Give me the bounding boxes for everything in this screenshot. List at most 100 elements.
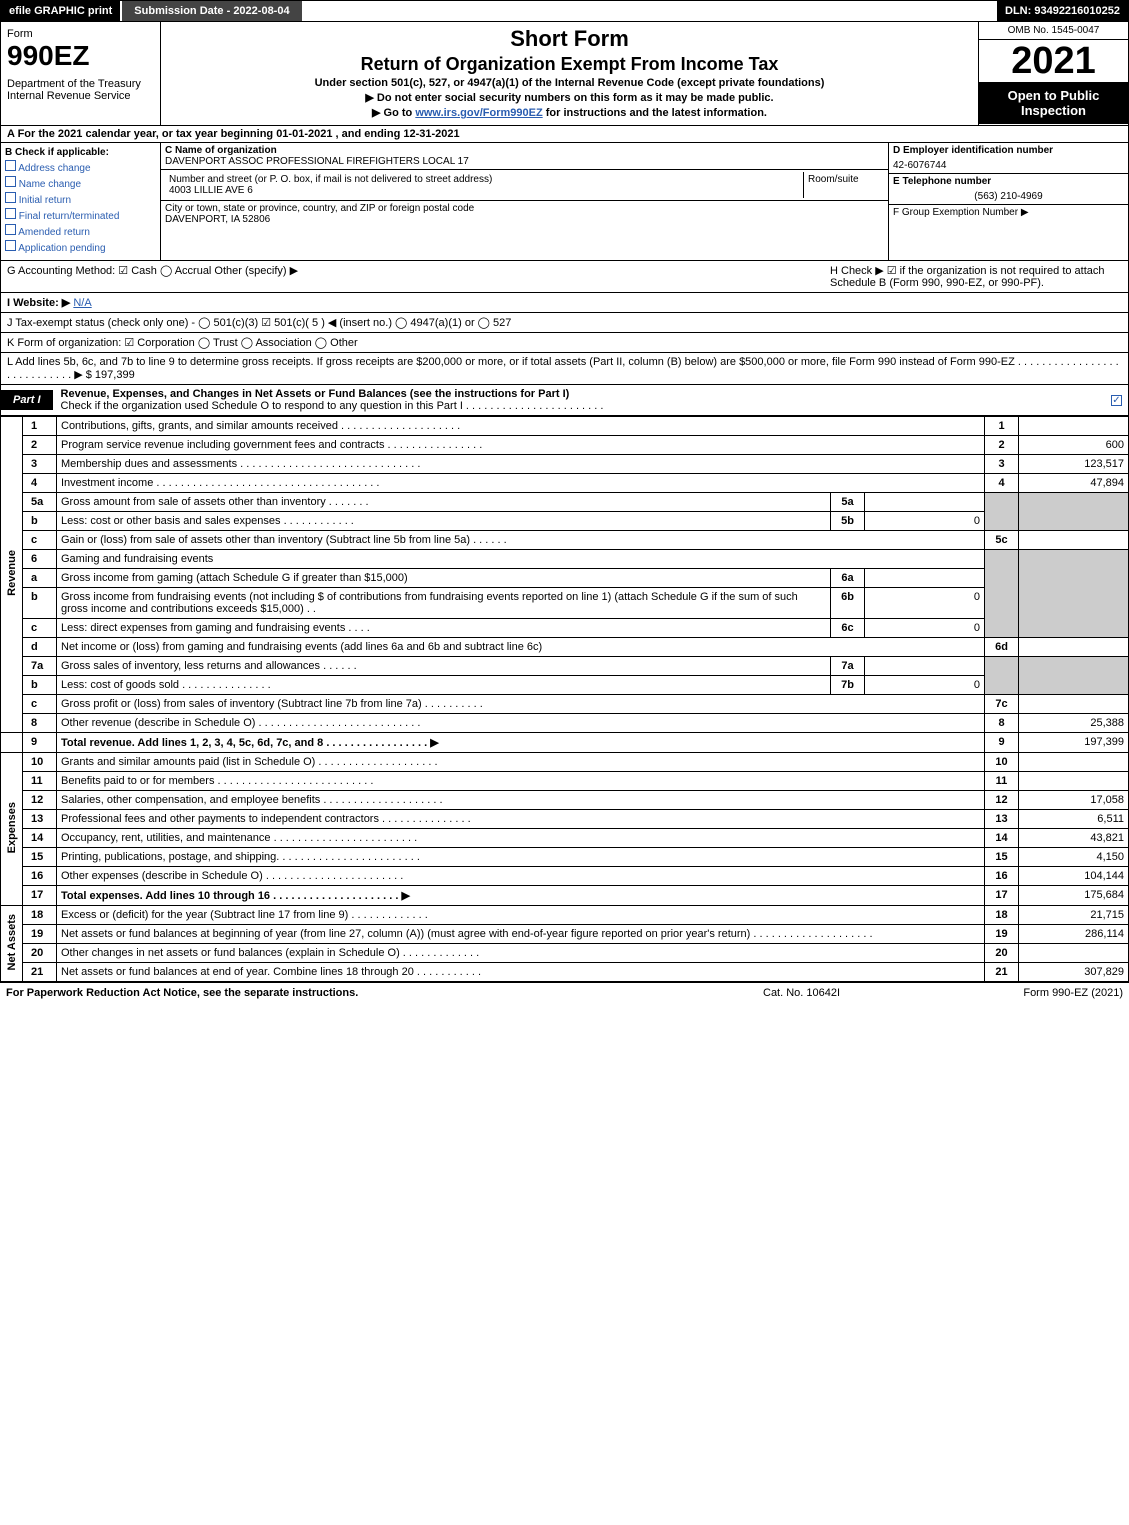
- row-i-website: I Website: ▶ N/A: [0, 293, 1129, 313]
- header-bar: efile GRAPHIC print Submission Date - 20…: [0, 0, 1129, 22]
- line-7a-value: [865, 657, 985, 676]
- line-2-label: Program service revenue including govern…: [57, 436, 985, 455]
- row-a-tax-year: A For the 2021 calendar year, or tax yea…: [0, 126, 1129, 143]
- part1-table: Revenue 1 Contributions, gifts, grants, …: [0, 416, 1129, 982]
- line-18-value: 21,715: [1019, 906, 1129, 925]
- schedule-o-checkbox[interactable]: ✓: [1105, 391, 1128, 409]
- col-b-checkboxes: B Check if applicable: Address change Na…: [1, 143, 161, 260]
- schedule-b-check: H Check ▶ ☑ if the organization is not r…: [822, 264, 1122, 289]
- ein-val: 42-6076744: [889, 158, 1128, 174]
- efile-print-label[interactable]: efile GRAPHIC print: [1, 1, 120, 21]
- chk-initial-return[interactable]: Initial return: [5, 192, 156, 206]
- city-hdr: City or town, state or province, country…: [165, 203, 884, 214]
- line-3-label: Membership dues and assessments . . . . …: [57, 455, 985, 474]
- line-4-value: 47,894: [1019, 474, 1129, 493]
- chk-name-change[interactable]: Name change: [5, 176, 156, 190]
- form-header: Form 990EZ Department of the Treasury In…: [0, 22, 1129, 126]
- line-6d-label: Net income or (loss) from gaming and fun…: [57, 638, 985, 657]
- line-14-label: Occupancy, rent, utilities, and maintena…: [57, 829, 985, 848]
- name-hdr: C Name of organization: [165, 145, 884, 156]
- line-7a-label: Gross sales of inventory, less returns a…: [57, 657, 831, 676]
- short-form-title: Short Form: [169, 26, 970, 52]
- line-6d-value: [1019, 638, 1129, 657]
- line-5c-label: Gain or (loss) from sale of assets other…: [57, 531, 985, 550]
- line-20-value: [1019, 944, 1129, 963]
- form-ref: Form 990-EZ (2021): [963, 987, 1123, 999]
- line-21-label: Net assets or fund balances at end of ye…: [57, 963, 985, 982]
- line-6b-value: 0: [865, 588, 985, 619]
- line-1-value: [1019, 417, 1129, 436]
- line-5a-label: Gross amount from sale of assets other t…: [57, 493, 831, 512]
- part1-title: Revenue, Expenses, and Changes in Net As…: [53, 385, 1105, 415]
- line-16-value: 104,144: [1019, 867, 1129, 886]
- part1-tab: Part I: [1, 390, 53, 410]
- paperwork-notice: For Paperwork Reduction Act Notice, see …: [6, 987, 763, 999]
- line-13-value: 6,511: [1019, 810, 1129, 829]
- line-3-value: 123,517: [1019, 455, 1129, 474]
- line-8-value: 25,388: [1019, 714, 1129, 733]
- tax-year: 2021: [979, 40, 1128, 82]
- row-g-h: G Accounting Method: ☑ Cash ◯ Accrual Ot…: [0, 261, 1129, 293]
- omb-number: OMB No. 1545-0047: [979, 22, 1128, 40]
- line-14-value: 43,821: [1019, 829, 1129, 848]
- cat-number: Cat. No. 10642I: [763, 987, 963, 999]
- ssn-warning: ▶ Do not enter social security numbers o…: [169, 91, 970, 104]
- line-7b-value: 0: [865, 676, 985, 695]
- form-word: Form: [7, 28, 154, 40]
- form-title-block: Short Form Return of Organization Exempt…: [161, 22, 978, 125]
- org-name: DAVENPORT ASSOC PROFESSIONAL FIREFIGHTER…: [165, 156, 884, 167]
- line-7b-label: Less: cost of goods sold . . . . . . . .…: [57, 676, 831, 695]
- line-5b-label: Less: cost or other basis and sales expe…: [57, 512, 831, 531]
- line-12-value: 17,058: [1019, 791, 1129, 810]
- part1-header: Part I Revenue, Expenses, and Changes in…: [0, 385, 1129, 416]
- goto-line: ▶ Go to www.irs.gov/Form990EZ for instru…: [169, 106, 970, 119]
- line-21-value: 307,829: [1019, 963, 1129, 982]
- line-7c-value: [1019, 695, 1129, 714]
- line-19-value: 286,114: [1019, 925, 1129, 944]
- line-17-label: Total expenses. Add lines 10 through 16 …: [57, 886, 985, 906]
- chk-final-return[interactable]: Final return/terminated: [5, 208, 156, 222]
- irs-link[interactable]: www.irs.gov/Form990EZ: [415, 107, 542, 119]
- chk-amended[interactable]: Amended return: [5, 224, 156, 238]
- dept-label: Department of the Treasury Internal Reve…: [7, 78, 154, 102]
- submission-date: Submission Date - 2022-08-04: [122, 1, 301, 21]
- line-7c-label: Gross profit or (loss) from sales of inv…: [57, 695, 985, 714]
- chk-pending[interactable]: Application pending: [5, 240, 156, 254]
- line-5a-value: [865, 493, 985, 512]
- line-6c-value: 0: [865, 619, 985, 638]
- phone-val: (563) 210-4969: [889, 189, 1128, 205]
- page-footer: For Paperwork Reduction Act Notice, see …: [0, 982, 1129, 1003]
- section-subtitle: Under section 501(c), 527, or 4947(a)(1)…: [169, 77, 970, 89]
- line-6-label: Gaming and fundraising events: [57, 550, 985, 569]
- line-16-label: Other expenses (describe in Schedule O) …: [57, 867, 985, 886]
- row-k-form-org: K Form of organization: ☑ Corporation ◯ …: [0, 333, 1129, 353]
- line-10-value: [1019, 753, 1129, 772]
- line-15-label: Printing, publications, postage, and shi…: [57, 848, 985, 867]
- phone-hdr: E Telephone number: [889, 174, 1128, 189]
- accounting-method: G Accounting Method: ☑ Cash ◯ Accrual Ot…: [7, 264, 822, 289]
- line-1-label: Contributions, gifts, grants, and simila…: [57, 417, 985, 436]
- line-10-label: Grants and similar amounts paid (list in…: [57, 753, 985, 772]
- form-number: 990EZ: [7, 40, 154, 72]
- section-revenue: Revenue: [1, 417, 23, 733]
- line-5c-value: [1019, 531, 1129, 550]
- line-6c-label: Less: direct expenses from gaming and fu…: [57, 619, 831, 638]
- website-link[interactable]: N/A: [73, 297, 91, 309]
- line-17-value: 175,684: [1019, 886, 1129, 906]
- dln: DLN: 93492216010252: [997, 1, 1128, 21]
- city-val: DAVENPORT, IA 52806: [165, 214, 884, 225]
- section-bcd: B Check if applicable: Address change Na…: [0, 143, 1129, 261]
- line-2-value: 600: [1019, 436, 1129, 455]
- line-4-label: Investment income . . . . . . . . . . . …: [57, 474, 985, 493]
- line-9-value: 197,399: [1019, 733, 1129, 753]
- chk-address-change[interactable]: Address change: [5, 160, 156, 174]
- line-19-label: Net assets or fund balances at beginning…: [57, 925, 985, 944]
- form-id-block: Form 990EZ Department of the Treasury In…: [1, 22, 161, 125]
- line-6a-value: [865, 569, 985, 588]
- line-5b-value: 0: [865, 512, 985, 531]
- line-9-label: Total revenue. Add lines 1, 2, 3, 4, 5c,…: [57, 733, 985, 753]
- line-20-label: Other changes in net assets or fund bala…: [57, 944, 985, 963]
- group-exemption: F Group Exemption Number ▶: [889, 205, 1128, 220]
- line-8-label: Other revenue (describe in Schedule O) .…: [57, 714, 985, 733]
- line-13-label: Professional fees and other payments to …: [57, 810, 985, 829]
